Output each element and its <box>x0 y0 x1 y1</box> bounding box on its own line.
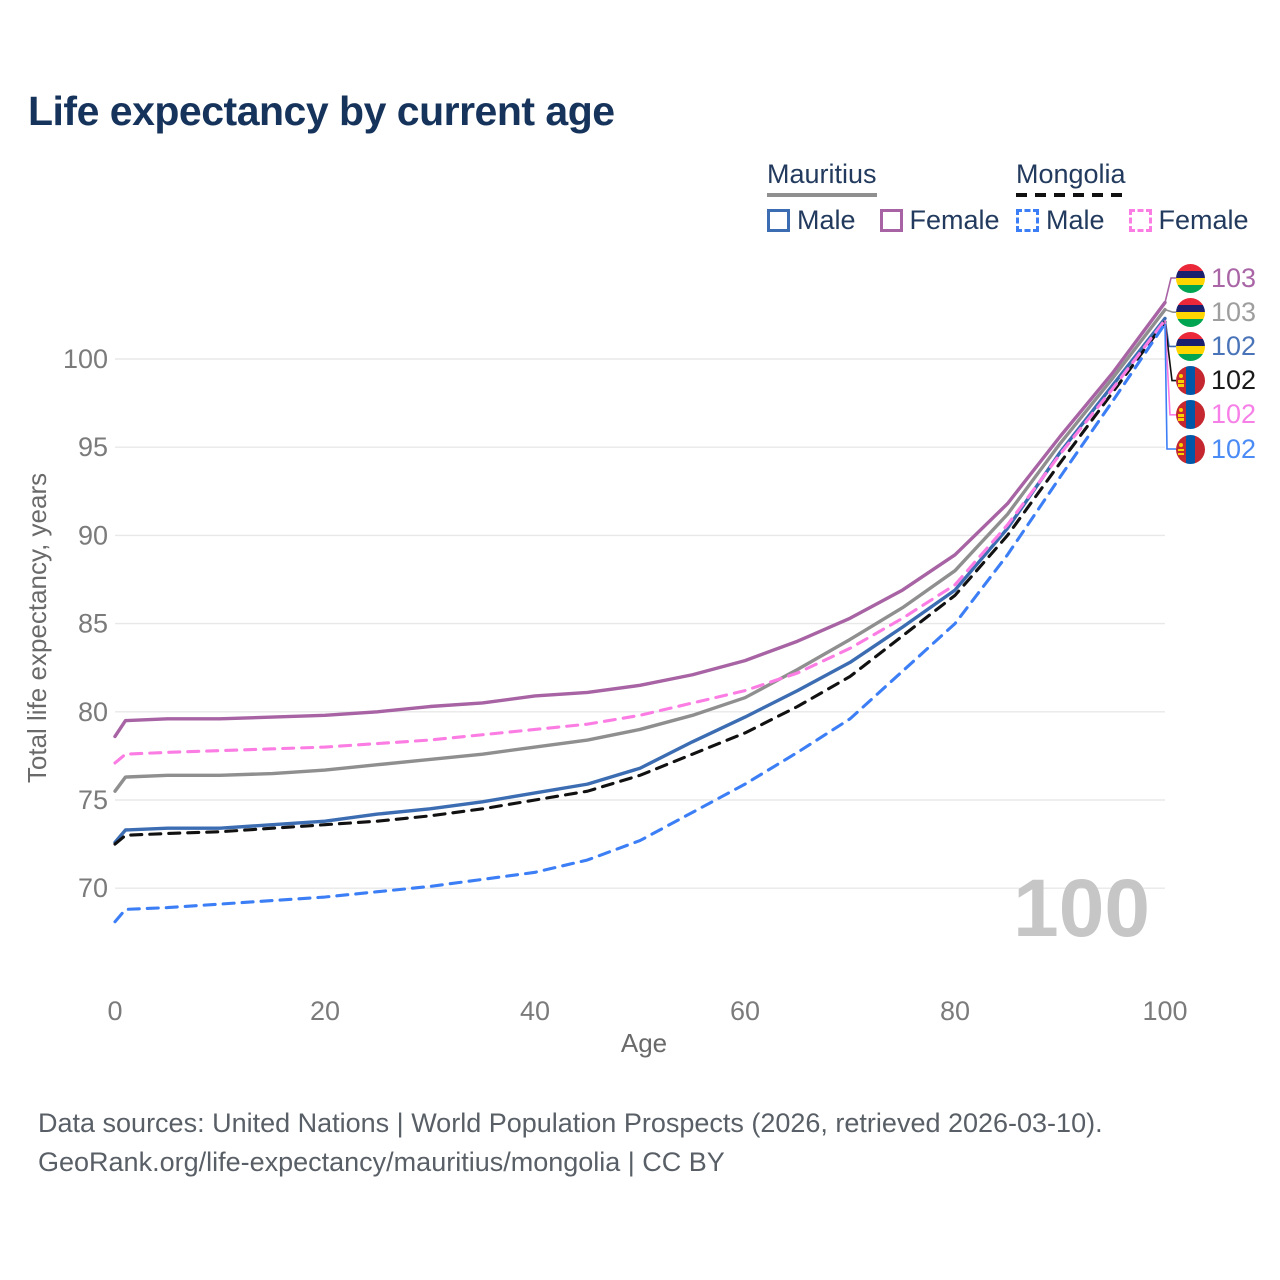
end-label-mongolia-male[interactable]: 102 <box>1176 433 1257 464</box>
leader-line-mongolia-total <box>1164 321 1176 382</box>
mauritius-solid-line-sample <box>767 192 877 197</box>
y-tick-label-70: 70 <box>78 873 108 903</box>
legend-country-mongolia[interactable]: Mongolia <box>1016 159 1126 189</box>
x-tick-label-0: 0 <box>107 996 122 1026</box>
end-value-label: 102 <box>1211 399 1257 430</box>
legend-label-mauritius-male[interactable]: Male <box>797 204 856 235</box>
end-value-label: 102 <box>1211 330 1257 361</box>
legend-label-mongolia-female[interactable]: Female <box>1158 204 1249 235</box>
chart-title: Life expectancy by current age <box>28 88 615 134</box>
y-tick-label-90: 90 <box>78 520 108 550</box>
end-label-mauritius-male[interactable]: 102 <box>1176 330 1257 361</box>
footer-data-sources: Data sources: United Nations | World Pop… <box>38 1108 1103 1138</box>
mongolia-flag-icon <box>1176 434 1205 464</box>
footer: Data sources: United Nations | World Pop… <box>38 1104 1103 1182</box>
end-label-mauritius-female[interactable]: 103 <box>1176 262 1257 293</box>
leader-line-mauritius-total <box>1164 308 1176 314</box>
legend-swatch-mongolia-female-icon[interactable] <box>1128 208 1152 232</box>
x-tick-label-100: 100 <box>1142 996 1187 1026</box>
y-tick-label-100: 100 <box>63 344 108 374</box>
mongolia-dashed-line-sample <box>1016 192 1126 197</box>
x-tick-label-20: 20 <box>310 996 340 1026</box>
y-tick-label-80: 80 <box>78 697 108 727</box>
series-line-mongolia-female[interactable] <box>113 318 1167 765</box>
legend-country-mauritius[interactable]: Mauritius <box>767 159 877 189</box>
series-line-mauritius-total[interactable] <box>113 307 1167 793</box>
mauritius-flag-icon <box>1176 297 1205 327</box>
end-value-label: 103 <box>1211 262 1257 293</box>
footer-attribution-link[interactable]: GeoRank.org/life-expectancy/mauritius/mo… <box>38 1147 725 1178</box>
series-line-mongolia-total[interactable] <box>113 320 1167 846</box>
end-value-label: 102 <box>1211 433 1257 464</box>
mauritius-flag-icon <box>1176 331 1205 361</box>
y-tick-label-95: 95 <box>78 432 108 462</box>
end-value-label: 102 <box>1211 365 1257 396</box>
mauritius-flag-icon <box>1176 263 1205 293</box>
y-axis-title: Total life expectancy, years <box>22 473 52 783</box>
leader-line-mongolia-female <box>1164 320 1176 416</box>
x-tick-label-80: 80 <box>940 996 970 1026</box>
end-value-label: 103 <box>1211 296 1257 327</box>
age-watermark: 100 <box>1013 863 1150 954</box>
legend-label-mauritius-female[interactable]: Female <box>909 204 1000 235</box>
series-line-mauritius-male[interactable] <box>113 316 1167 845</box>
leader-line-mauritius-female <box>1164 277 1176 303</box>
legend-label-mongolia-male[interactable]: Male <box>1046 204 1105 235</box>
mongolia-flag-icon <box>1176 366 1205 396</box>
legend-swatch-mauritius-female-icon[interactable] <box>879 208 903 232</box>
legend-swatch-mongolia-male-icon[interactable] <box>1016 208 1039 232</box>
legend-group-mongolia: Mongolia Male Female <box>1016 159 1249 236</box>
end-label-mauritius-total[interactable]: 103 <box>1176 296 1257 327</box>
x-tick-label-60: 60 <box>730 996 760 1026</box>
x-axis-title: Age <box>621 1028 667 1058</box>
end-label-mongolia-female[interactable]: 102 <box>1176 399 1257 430</box>
leader-line-mongolia-male <box>1164 323 1176 450</box>
y-tick-label-75: 75 <box>78 785 108 815</box>
series-line-mongolia-male[interactable] <box>113 322 1167 924</box>
series-line-mauritius-female[interactable] <box>113 300 1167 739</box>
mongolia-flag-icon <box>1176 400 1205 430</box>
legend-group-mauritius: Mauritius Male Female <box>767 159 1000 236</box>
y-tick-label-85: 85 <box>78 609 108 639</box>
legend-swatch-mauritius-male-icon[interactable] <box>767 208 790 232</box>
x-tick-label-40: 40 <box>520 996 550 1026</box>
end-label-mongolia-total[interactable]: 102 <box>1176 365 1257 396</box>
